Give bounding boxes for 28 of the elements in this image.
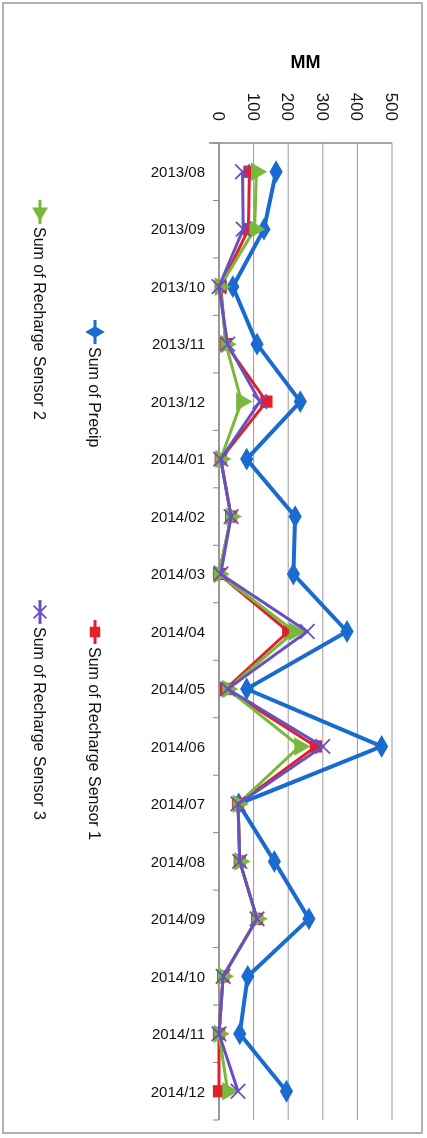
y-tick-label: 2014/02 [150,507,205,525]
legend-label: Sum of Recharge Sensor 2 [31,227,49,421]
x-tick-label: 0 [209,111,229,121]
y-tick-label: 2014/01 [150,450,205,468]
y-tick-label: 2013/08 [150,162,205,180]
y-tick-label: 2014/03 [150,565,205,583]
x-tick-label: 500 [382,92,402,121]
y-tick-label: 2014/07 [150,795,205,813]
y-tick-label: 2013/10 [150,277,205,295]
x-tick-label: 300 [312,92,332,121]
legend-label: Sum of Recharge Sensor 3 [31,627,49,821]
legend-label: Sum of Recharge Sensor 1 [86,647,104,841]
y-tick-label: 2013/12 [150,392,205,410]
y-tick-label: 2014/08 [150,852,205,870]
y-tick-label: 2014/04 [150,622,205,640]
y-tick-label: 2014/05 [150,680,205,698]
x-tick-label: 100 [243,92,263,121]
y-tick-label: 2014/09 [150,910,205,928]
x-axis-title: MM [290,52,321,73]
y-tick-label: 2014/06 [150,737,205,755]
x-tick-label: 400 [347,92,367,121]
y-tick-label: 2014/10 [150,967,205,985]
y-tick-label: 2014/12 [150,1082,205,1100]
legend-label: Sum of Precip [86,347,104,448]
y-tick-label: 2014/11 [151,1025,205,1043]
y-tick-label: 2013/09 [150,220,205,238]
y-tick-label: 2013/11 [151,335,205,353]
x-tick-label: 200 [278,92,298,121]
